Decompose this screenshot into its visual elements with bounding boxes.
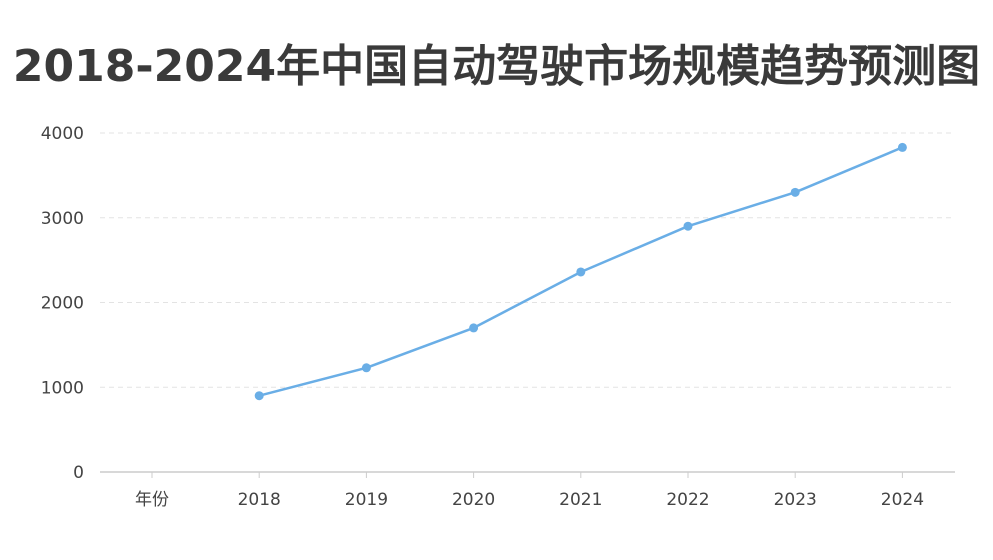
y-axis-ticks: 0 1000 2000 3000 4000: [41, 124, 84, 483]
data-point-2021: [576, 267, 586, 277]
x-tick-label: 2019: [345, 490, 388, 510]
data-point-2022: [683, 221, 693, 231]
data-point-2019: [361, 363, 371, 373]
x-tick-label: 2022: [666, 490, 709, 510]
x-tick-label: 2023: [774, 490, 817, 510]
y-tick-label: 0: [73, 463, 84, 483]
x-tick-label: 2021: [559, 490, 602, 510]
data-point-2024: [897, 142, 907, 152]
y-tick-label: 3000: [41, 209, 84, 229]
y-tick-label: 1000: [41, 378, 84, 398]
grid-lines: [100, 132, 955, 388]
data-points: [254, 142, 907, 401]
y-tick-label: 4000: [41, 124, 84, 144]
x-axis-label: 年份: [135, 490, 169, 510]
x-axis-ticks: 年份 2018 2019 2020 2021 2022 2023 2024: [135, 472, 924, 510]
x-tick-label: 2020: [452, 490, 495, 510]
data-point-2023: [790, 187, 800, 197]
data-point-2018: [254, 391, 264, 401]
data-point-2020: [469, 323, 479, 333]
chart-title: 2018-2024年中国自动驾驶市场规模趋势预测图: [12, 41, 981, 92]
x-tick-label: 2018: [238, 490, 281, 510]
x-tick-label: 2024: [881, 490, 924, 510]
y-tick-label: 2000: [41, 294, 84, 314]
